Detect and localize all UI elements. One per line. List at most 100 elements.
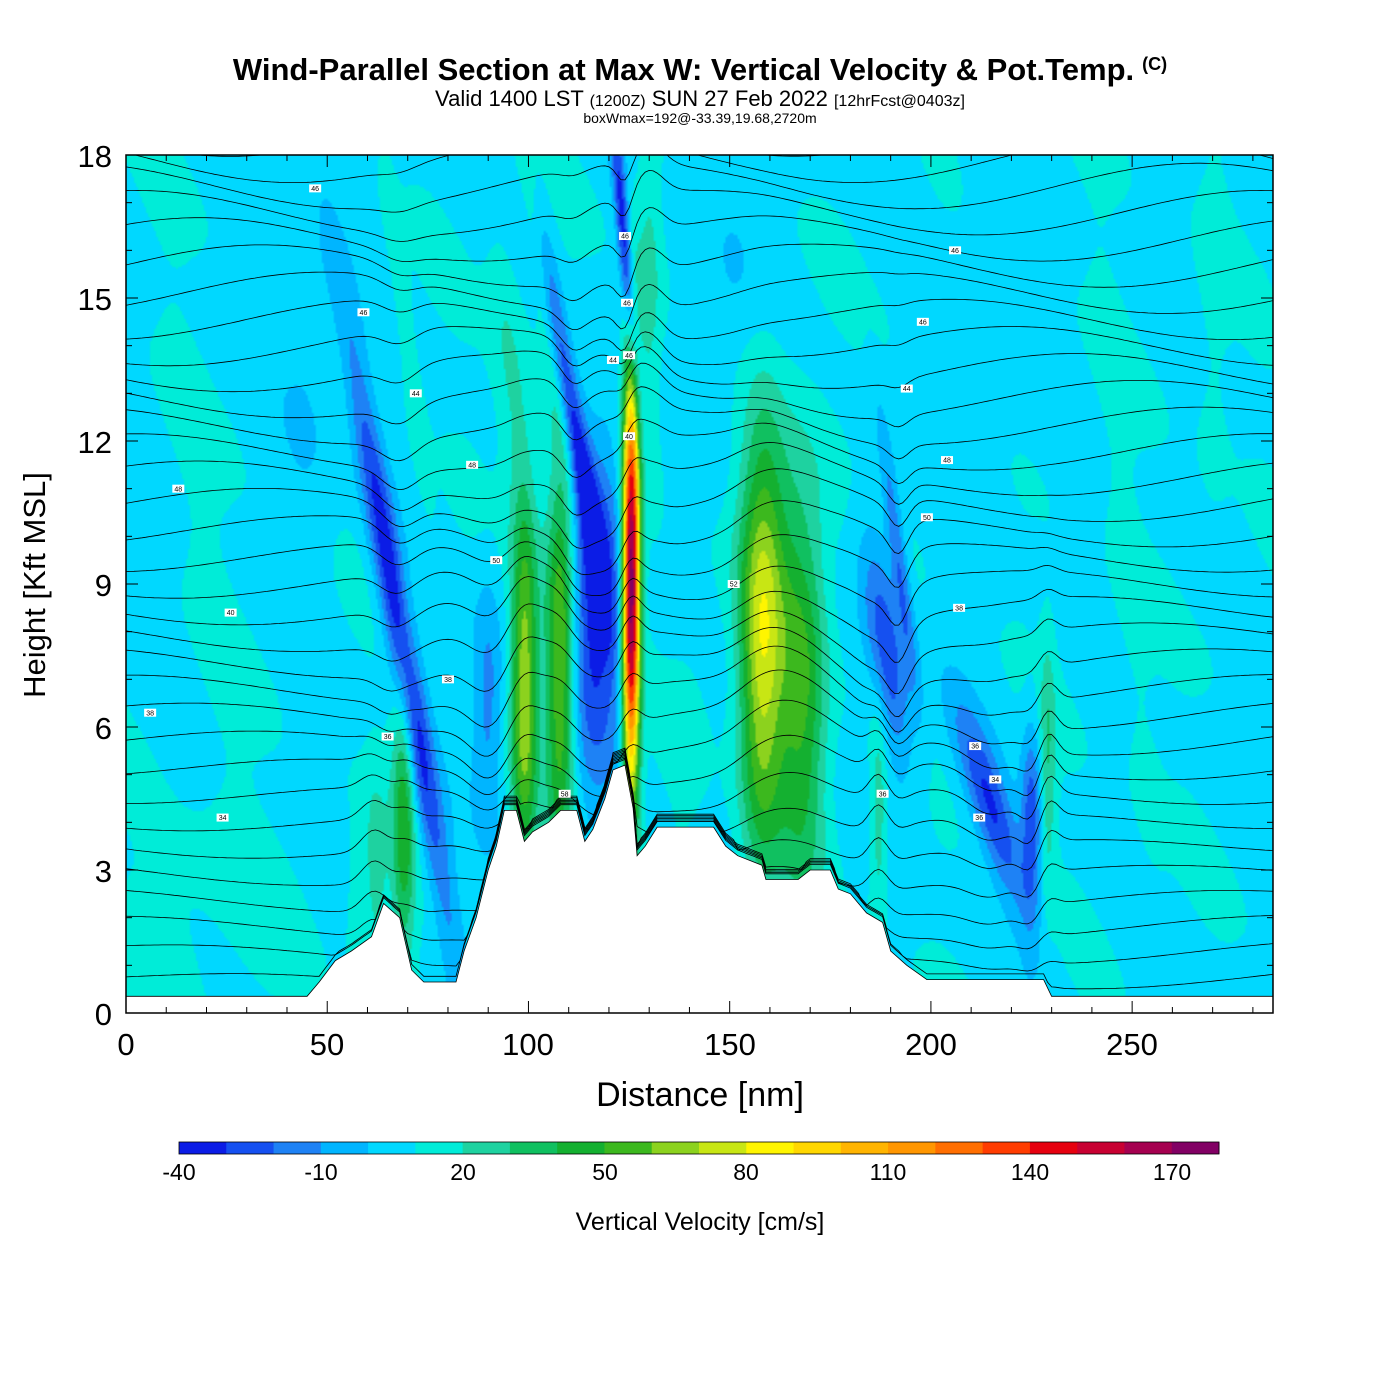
- svg-text:46: 46: [951, 248, 959, 255]
- theta-contour-line: [126, 243, 1273, 302]
- colorbar-tick-label: 80: [733, 1159, 759, 1185]
- theta-contour-label: 48: [466, 460, 479, 469]
- y-tick-label: 18: [78, 139, 112, 174]
- x-tick-label: 100: [502, 1027, 554, 1062]
- y-axis-title: Height [Kft MSL]: [17, 472, 52, 698]
- colorbar-frame: [178, 1141, 1220, 1155]
- svg-text:52: 52: [730, 582, 738, 589]
- y-tick-label: 3: [95, 854, 112, 889]
- colorbar-tick-label: 140: [1011, 1159, 1049, 1185]
- y-tick-label: 12: [78, 425, 112, 460]
- theta-contour-line: [126, 500, 1273, 576]
- theta-contour-line: [126, 169, 1273, 242]
- svg-text:46: 46: [621, 234, 629, 241]
- colorbar-swatch: [888, 1142, 936, 1154]
- theta-contour-label: 46: [949, 246, 962, 255]
- svg-text:34: 34: [991, 777, 999, 784]
- theta-contour-line: [126, 271, 1273, 330]
- theta-contour-label: 36: [973, 813, 986, 822]
- theta-contour-line: [126, 386, 1273, 462]
- minor-tick-marks: [125, 154, 1273, 1014]
- svg-text:58: 58: [561, 791, 569, 798]
- colorbar-swatch: [273, 1142, 322, 1154]
- theta-contour-line: [126, 626, 1273, 718]
- svg-text:46: 46: [623, 300, 631, 307]
- svg-text:50: 50: [923, 515, 931, 522]
- colorbar-swatch: [604, 1142, 653, 1154]
- theta-contour-label: 36: [381, 732, 394, 741]
- svg-text:44: 44: [412, 391, 420, 398]
- colorbar-swatch: [793, 1142, 842, 1154]
- colorbar-swatch: [462, 1142, 511, 1154]
- theta-contour-label: 40: [623, 432, 636, 441]
- svg-text:40: 40: [625, 434, 633, 441]
- colorbar-swatch: [1124, 1142, 1173, 1154]
- colorbar-swatch: [651, 1142, 700, 1154]
- colorbar-swatch: [982, 1142, 1031, 1154]
- colorbar-swatch: [368, 1142, 416, 1154]
- colorbar-title: Vertical Velocity [cm/s]: [575, 1208, 825, 1236]
- theta-contour-line: [126, 207, 1273, 263]
- theta-contour-line: [126, 750, 1273, 845]
- colorbar-swatch: [1077, 1142, 1125, 1154]
- theta-contour-line: [126, 699, 1273, 779]
- colorbar-swatch: [415, 1142, 464, 1154]
- theta-contour-label: 36: [969, 742, 982, 751]
- colorbar-swatch: [1171, 1142, 1220, 1154]
- colorbar-swatch: [746, 1142, 795, 1154]
- theta-contour-line: [126, 418, 1273, 491]
- svg-text:46: 46: [360, 310, 368, 317]
- svg-text:38: 38: [444, 677, 452, 684]
- theta-contour-label: 48: [172, 484, 185, 493]
- theta-contour-line: [126, 753, 1273, 898]
- x-tick-label: 50: [310, 1027, 344, 1062]
- theta-contour-label: 34: [989, 775, 1002, 784]
- svg-text:36: 36: [975, 815, 983, 822]
- theta-contour-line: [126, 645, 1273, 733]
- theta-contour-label: 36: [876, 789, 889, 798]
- theta-contour-line: [195, 155, 827, 157]
- theta-contour-label: 50: [490, 556, 503, 565]
- theta-contour-label: 40: [224, 608, 237, 617]
- theta-contour-line: [126, 442, 1273, 516]
- theta-contour-line: [126, 155, 1273, 213]
- x-tick-label: 250: [1106, 1027, 1158, 1062]
- colorbar-swatch: [509, 1142, 558, 1154]
- subtitle-valid: Valid 1400 LST: [435, 86, 584, 111]
- svg-text:36: 36: [879, 791, 887, 798]
- colorbar-swatch: [557, 1142, 605, 1154]
- chart-subtitle: Valid 1400 LST (1200Z) SUN 27 Feb 2022 […: [0, 86, 1400, 112]
- theta-contour-line: [126, 748, 1273, 820]
- theta-contour-line: [126, 754, 1273, 925]
- svg-text:36: 36: [971, 744, 979, 751]
- y-tick-label: 15: [78, 282, 112, 317]
- svg-text:44: 44: [903, 386, 911, 393]
- colorbar-tick-label: 170: [1153, 1159, 1191, 1185]
- theta-contour-line: [126, 669, 1273, 757]
- svg-text:48: 48: [943, 458, 951, 465]
- svg-text:46: 46: [625, 353, 633, 360]
- theta-contour-label: 50: [920, 513, 933, 522]
- colorbar-tick-label: 110: [870, 1159, 907, 1185]
- theta-contour-line: [126, 756, 1273, 950]
- copyright-mark: (C): [1142, 54, 1168, 74]
- colorbar-swatch: [1029, 1142, 1078, 1154]
- theta-contour-label: 38: [441, 675, 454, 684]
- theta-contour-line: [126, 346, 1273, 393]
- chart-title-text: Wind-Parallel Section at Max W: Vertical…: [232, 52, 1135, 87]
- theta-contour-label: 46: [916, 317, 929, 326]
- colorbar-tick-label: -40: [162, 1159, 195, 1185]
- terrain-profile: [125, 764, 1274, 1014]
- y-tick-label: 9: [95, 568, 112, 603]
- theta-contour-label: 46: [621, 298, 634, 307]
- colorbar-swatch: [320, 1142, 369, 1154]
- theta-contour-label: 46: [357, 308, 370, 317]
- theta-contour-line: [126, 734, 1273, 797]
- subtitle-utc: (1200Z): [589, 93, 646, 110]
- theta-contour-label: 48: [941, 456, 954, 465]
- y-axis: 18 15 12 9 6 3 0: [78, 139, 112, 1032]
- theta-contour-label: 44: [409, 389, 422, 398]
- theta-contour-label: 46: [619, 232, 632, 241]
- svg-text:38: 38: [146, 710, 154, 717]
